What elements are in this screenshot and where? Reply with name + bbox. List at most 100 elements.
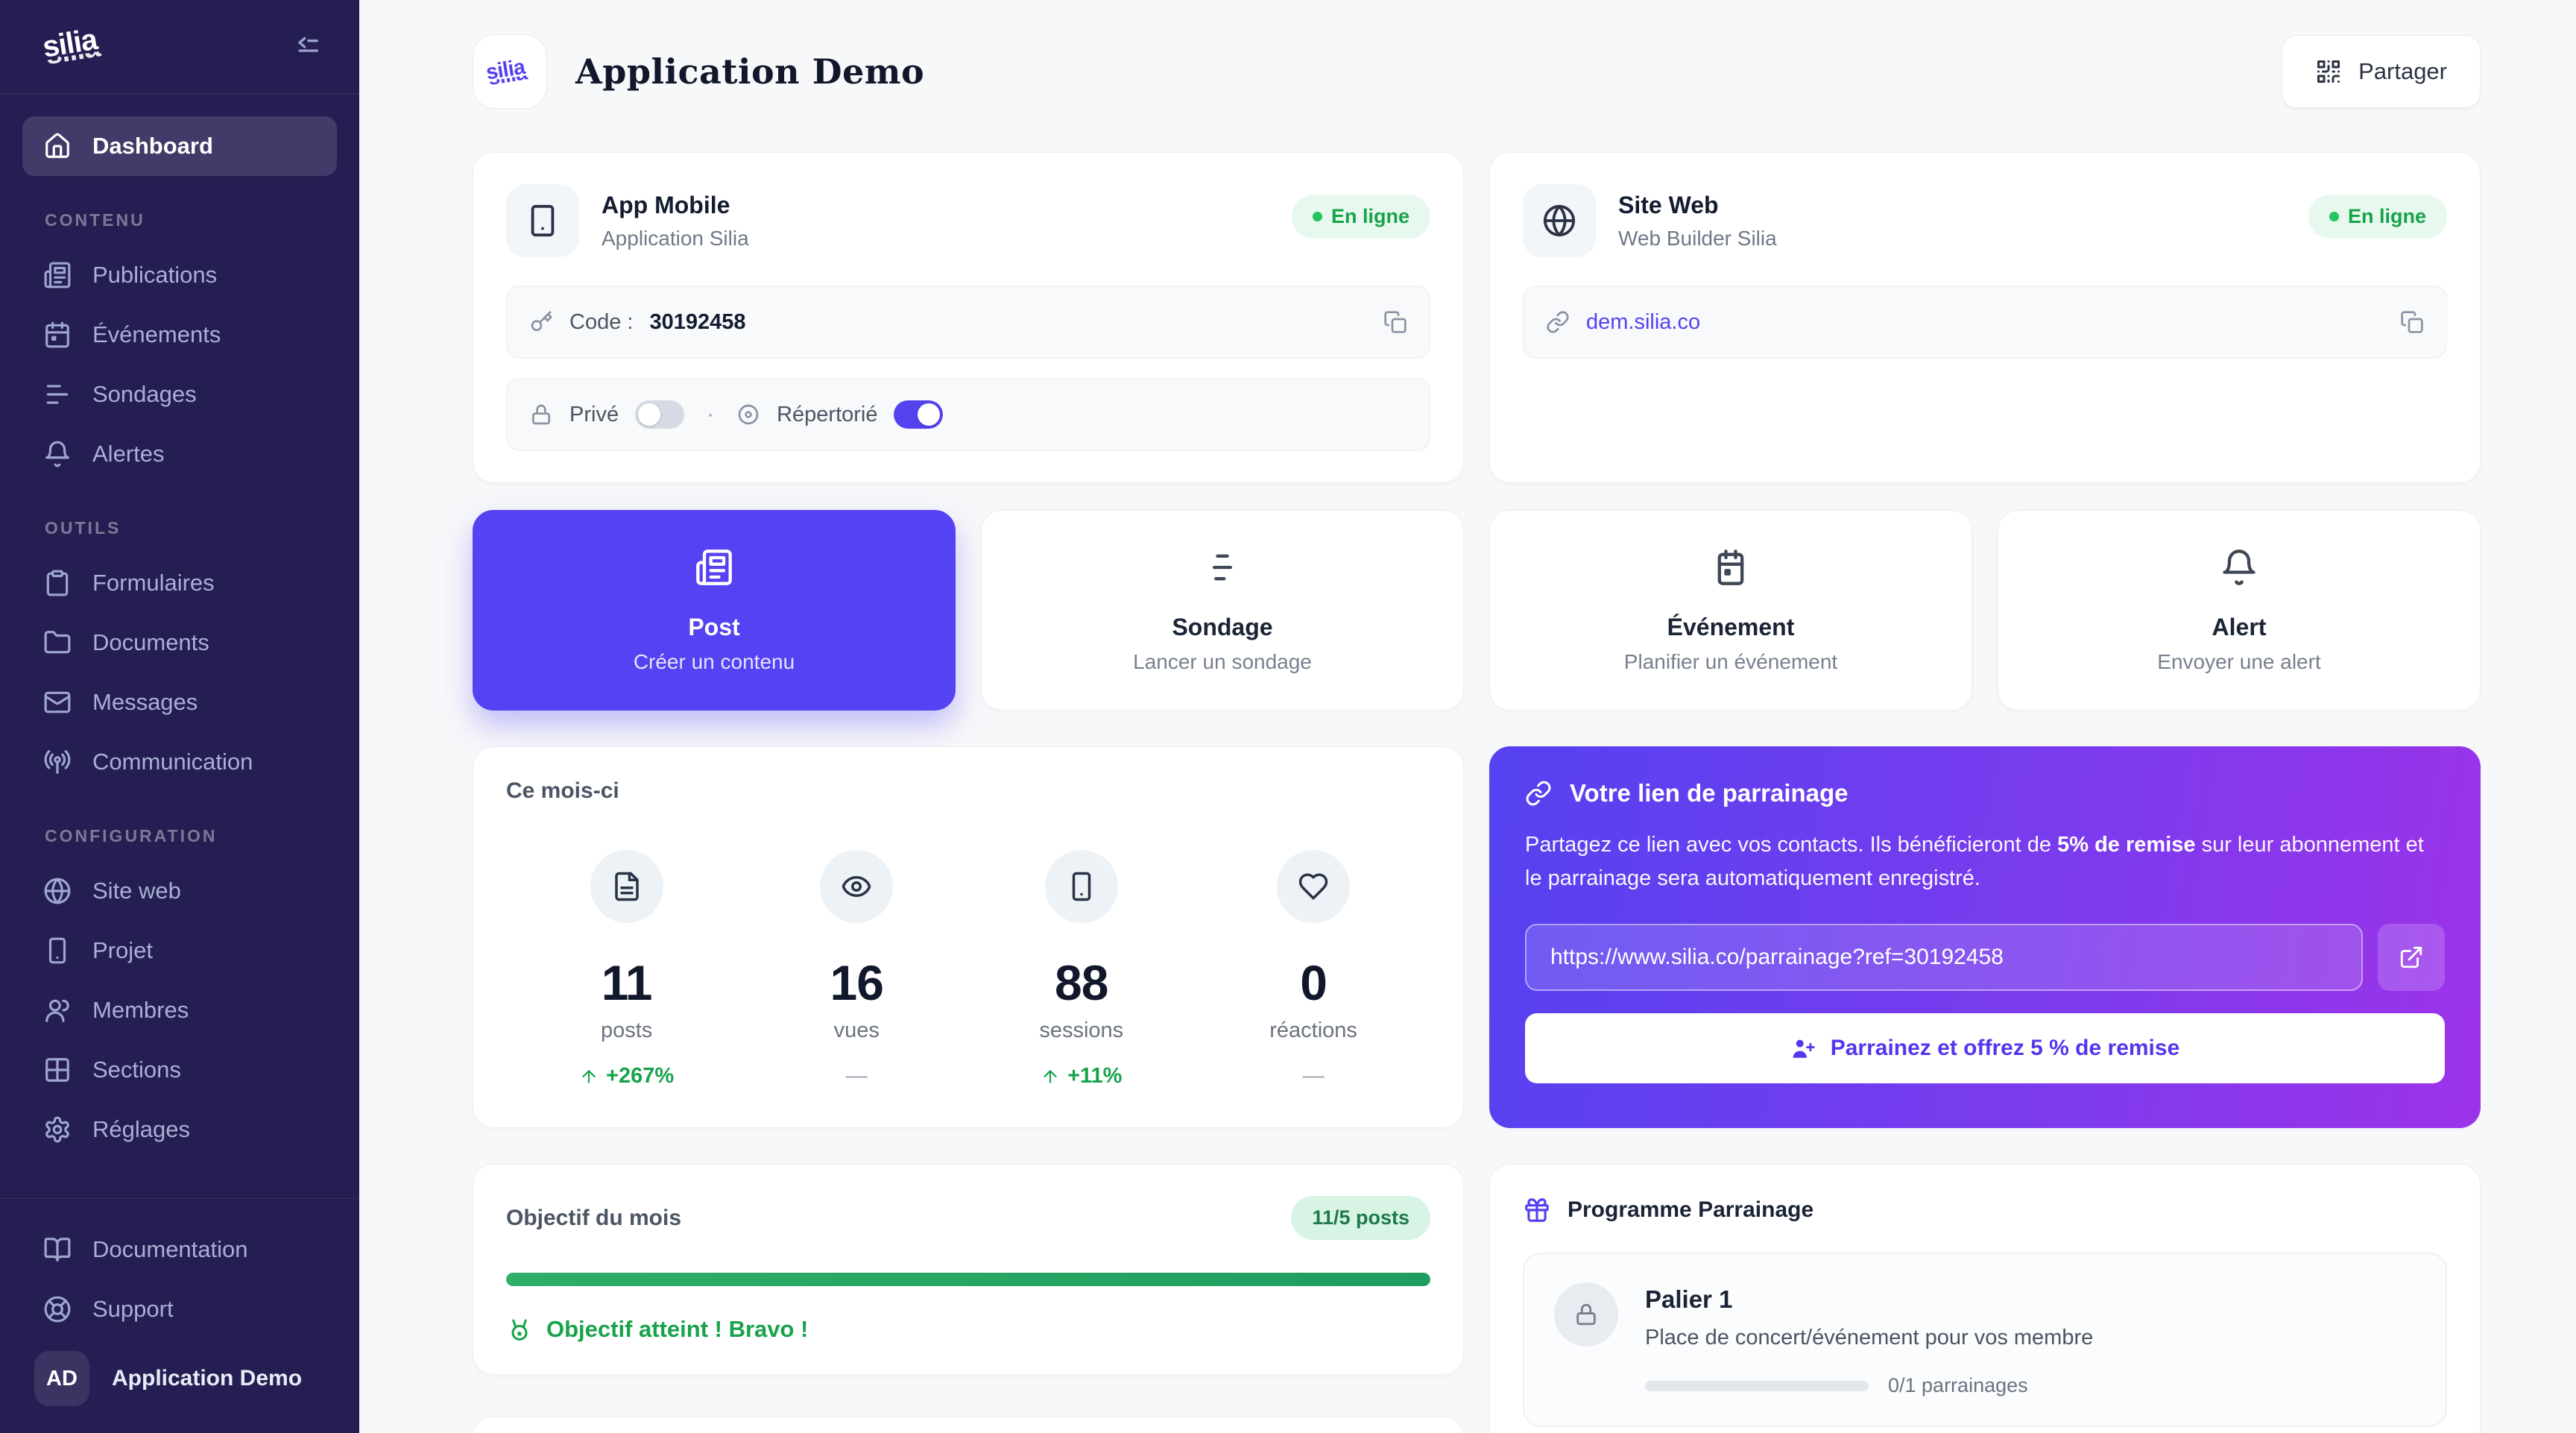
stat-reactions: 0 réactions —: [1269, 850, 1357, 1089]
globe-icon: [1543, 204, 1576, 237]
copy-code-button[interactable]: [1383, 310, 1407, 334]
action-subtitle: Envoyer une alert: [2157, 650, 2321, 673]
mail-icon: [44, 691, 71, 714]
sidebar-item-label: Événements: [92, 321, 221, 347]
sidebar-item-documentation[interactable]: Documentation: [22, 1220, 337, 1279]
listed-label: Répertorié: [777, 402, 878, 426]
objectif-badge: 11/5 posts: [1291, 1196, 1430, 1240]
link-icon: [1547, 311, 1569, 333]
tier-name: Palier 1: [1645, 1285, 1733, 1313]
sidebar-item-label: Documents: [92, 629, 209, 655]
copy-icon: [2401, 311, 2423, 333]
sidebar-item-projet[interactable]: Projet: [22, 921, 337, 980]
section-label-outils: OUTILS: [45, 518, 121, 538]
stat-label: réactions: [1269, 1018, 1357, 1042]
tier-progress-track: [1645, 1380, 1869, 1391]
open-referral-link-button[interactable]: [2378, 923, 2445, 991]
file-text-icon-tile: [590, 850, 663, 923]
sidebar-nav: Dashboard CONTENU Publications Événement…: [0, 94, 359, 1198]
card-subtitle: Web Builder Silia: [1618, 227, 1777, 250]
share-button[interactable]: Partager: [2282, 35, 2481, 108]
lock-icon: [532, 404, 550, 425]
card-title: Site Web: [1618, 192, 1719, 218]
smartphone-icon: [48, 937, 66, 964]
copy-link-button[interactable]: [2400, 310, 2424, 334]
site-web-card-titles: Site Web Web Builder Silia: [1618, 184, 1777, 251]
sidebar-item-evenements[interactable]: Événements: [22, 305, 337, 365]
sidebar-item-label: Messages: [92, 689, 198, 715]
referral-url-input[interactable]: [1525, 923, 2363, 991]
life-buoy-icon: [44, 1296, 71, 1323]
heart-icon-tile: [1277, 850, 1351, 923]
heart-icon: [1298, 873, 1328, 900]
action-title: Événement: [1667, 614, 1795, 640]
action-post[interactable]: Post Créer un contenu: [473, 510, 956, 711]
online-dot: [1312, 212, 1322, 221]
user-plus-icon: [1793, 1039, 1815, 1058]
workspace-name: Application Demo: [112, 1366, 303, 1391]
site-link[interactable]: dem.silia.co: [1586, 309, 1701, 334]
site-web-card-header: Site Web Web Builder Silia En ligne: [1523, 184, 2447, 257]
objectif-message-text: Objectif atteint ! Bravo !: [546, 1316, 809, 1342]
sidebar-item-messages[interactable]: Messages: [22, 673, 337, 732]
calendar-icon: [45, 321, 69, 348]
tablet-icon-tile: [506, 184, 579, 257]
sidebar-collapse-icon: [298, 37, 318, 52]
sidebar-item-reglages[interactable]: Réglages: [22, 1100, 337, 1159]
sidebar-item-sondages[interactable]: Sondages: [22, 365, 337, 424]
action-subtitle: Lancer un sondage: [1133, 650, 1312, 673]
eye-icon: [842, 876, 871, 897]
repertorie-toggle[interactable]: [894, 400, 944, 429]
smartphone-icon: [1072, 872, 1090, 901]
sidebar-item-support[interactable]: Support: [22, 1279, 337, 1339]
page-header: silia silia Application Demo Partager: [473, 34, 2481, 109]
workspace-switcher[interactable]: AD Application Demo: [22, 1339, 337, 1411]
card-title: App Mobile: [602, 192, 730, 218]
sidebar-item-site-web[interactable]: Site web: [22, 861, 337, 921]
sidebar-item-dashboard[interactable]: Dashboard: [22, 116, 337, 176]
sidebar-item-documents[interactable]: Documents: [22, 613, 337, 673]
sidebar-item-label: Support: [92, 1296, 174, 1322]
sidebar-item-label: Réglages: [92, 1116, 190, 1142]
tier-body: Palier 1 Place de concert/événement pour…: [1645, 1282, 2093, 1397]
stat-trend: —: [845, 1064, 868, 1088]
referral-share-button[interactable]: Parrainez et offrez 5 % de remise: [1525, 1012, 2445, 1083]
app-code-field: Code : 30192458: [506, 286, 1430, 359]
sidebar-collapse-button[interactable]: [286, 26, 328, 68]
sidebar-item-label: Site web: [92, 878, 181, 904]
site-web-card: Site Web Web Builder Silia En ligne dem.…: [1489, 152, 2481, 483]
sidebar-item-sections[interactable]: Sections: [22, 1040, 337, 1100]
sidebar-item-alertes[interactable]: Alertes: [22, 424, 337, 484]
objectif-header: Objectif du mois 11/5 posts: [506, 1196, 1430, 1240]
sidebar-item-communication[interactable]: Communication: [22, 732, 337, 792]
home-icon: [45, 133, 69, 158]
sidebar-item-label: Membres: [92, 997, 189, 1023]
prive-toggle[interactable]: [635, 400, 685, 429]
sidebar-header: silia silia: [0, 0, 359, 94]
monthly-stats-card: Ce mois-ci 11 posts +267%: [473, 746, 1464, 1128]
folder-icon: [44, 631, 71, 654]
action-alert[interactable]: Alert Envoyer une alert: [1998, 510, 2481, 711]
sidebar-item-formulaires[interactable]: Formulaires: [22, 553, 337, 613]
section-label-configuration: CONFIGURATION: [45, 826, 218, 845]
sidebar-item-membres[interactable]: Membres: [22, 980, 337, 1040]
status-label: En ligne: [1330, 205, 1409, 227]
action-evenement[interactable]: Événement Planifier un événement: [1489, 510, 1972, 711]
lock-icon-tile: [1554, 1282, 1618, 1347]
action-sondage[interactable]: Sondage Lancer un sondage: [981, 510, 1464, 711]
objectif-message: Objectif atteint ! Bravo !: [506, 1316, 1430, 1343]
bell-icon: [2223, 549, 2255, 585]
sidebar-item-label: Formulaires: [92, 570, 215, 596]
arrow-up-icon: [582, 1069, 596, 1083]
sidebar-item-label: Alertes: [92, 441, 165, 467]
grid-icon: [45, 1058, 69, 1082]
stat-value: 88: [1055, 955, 1108, 1010]
sidebar-item-label: Sections: [92, 1056, 181, 1083]
share-button-label: Partager: [2358, 58, 2447, 84]
globe-icon: [44, 878, 71, 904]
sidebar-item-publications[interactable]: Publications: [22, 245, 337, 305]
gear-icon: [45, 1116, 69, 1143]
qr-code-icon: [2317, 60, 2340, 84]
stat-label: sessions: [1039, 1018, 1124, 1042]
silia-logo: silia silia: [38, 21, 104, 71]
